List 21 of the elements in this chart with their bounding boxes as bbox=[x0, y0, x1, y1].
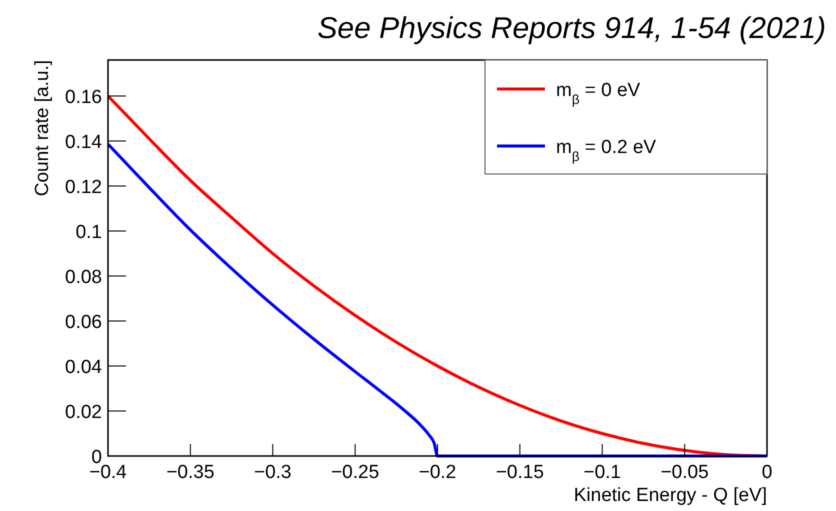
y-axis-title: Count rate [a.u.] bbox=[32, 60, 53, 196]
x-tick-label: 0 bbox=[762, 462, 772, 483]
legend-label: m$_{β}$ = 0.2 eV bbox=[556, 137, 656, 164]
x-tick-label: −0.3 bbox=[254, 462, 292, 483]
y-tick-label: 0.14 bbox=[65, 132, 102, 153]
y-tick-label: 0.08 bbox=[65, 267, 102, 288]
x-axis-title: Kinetic Energy - Q [eV] bbox=[574, 485, 767, 506]
chart-title: See Physics Reports 914, 1-54 (2021) bbox=[317, 12, 826, 45]
y-tick-label: 0.16 bbox=[65, 87, 102, 108]
x-tick-label: −0.15 bbox=[496, 462, 544, 483]
y-tick-label: 0.1 bbox=[76, 222, 102, 243]
y-tick-label: 0.02 bbox=[65, 402, 102, 423]
legend-label: m$_{β}$ = 0 eV bbox=[556, 80, 641, 106]
y-tick-label: 0.12 bbox=[65, 177, 102, 198]
x-tick-label: −0.25 bbox=[331, 462, 380, 483]
x-tick-label: −0.05 bbox=[660, 462, 709, 483]
x-tick-label: −0.1 bbox=[583, 462, 622, 483]
x-tick-label: −0.35 bbox=[166, 462, 214, 483]
x-tick-label: −0.2 bbox=[418, 462, 456, 483]
y-tick-label: 0.06 bbox=[65, 312, 102, 333]
y-tick-label: 0.04 bbox=[65, 357, 102, 378]
